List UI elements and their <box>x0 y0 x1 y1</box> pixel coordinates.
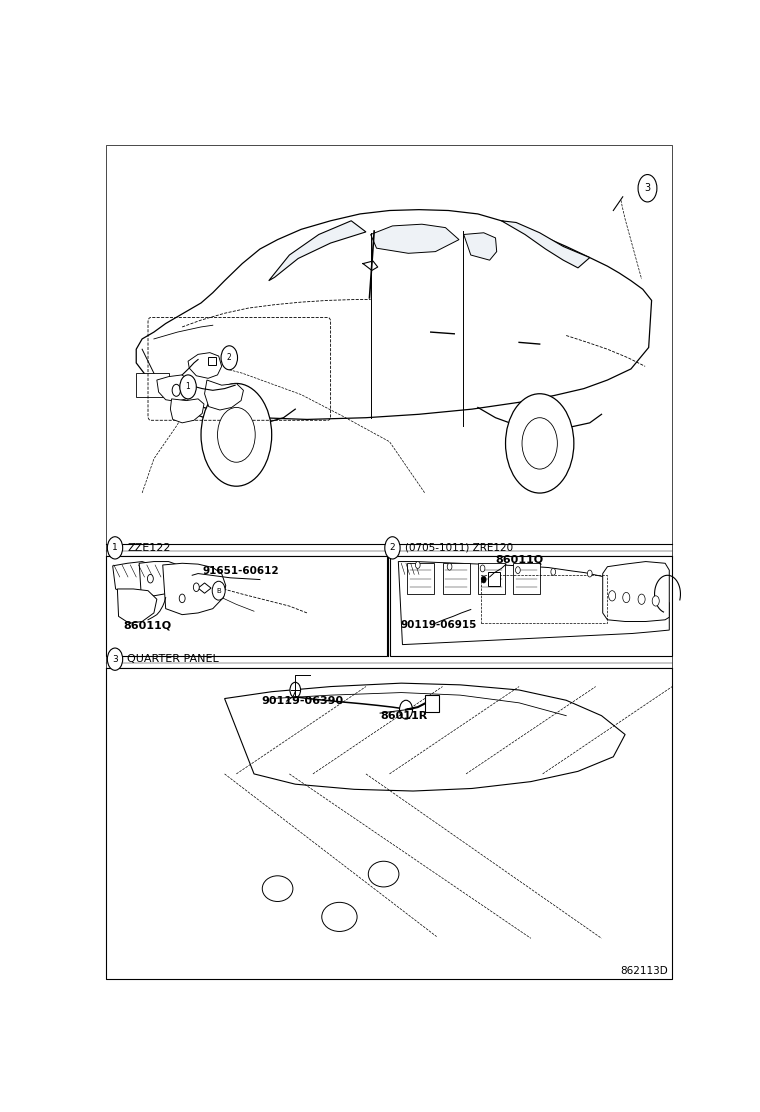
Text: 2: 2 <box>227 354 232 363</box>
Bar <box>136 374 169 397</box>
FancyBboxPatch shape <box>106 556 387 656</box>
Text: 3: 3 <box>644 183 651 193</box>
Polygon shape <box>204 380 243 410</box>
Circle shape <box>480 565 485 572</box>
Circle shape <box>193 583 199 592</box>
Polygon shape <box>157 375 191 401</box>
Ellipse shape <box>321 902 357 932</box>
Circle shape <box>217 407 255 463</box>
Polygon shape <box>225 683 625 791</box>
Text: 91651-60612: 91651-60612 <box>203 566 280 576</box>
Circle shape <box>638 175 657 202</box>
Circle shape <box>107 537 122 559</box>
Polygon shape <box>603 562 670 622</box>
Circle shape <box>551 568 556 575</box>
Polygon shape <box>139 562 185 596</box>
Text: 86011Q: 86011Q <box>123 620 172 631</box>
Circle shape <box>221 346 238 370</box>
Bar <box>489 572 500 586</box>
Polygon shape <box>407 564 434 594</box>
Text: QUARTER PANEL: QUARTER PANEL <box>128 654 219 664</box>
Circle shape <box>587 570 592 577</box>
Text: 3: 3 <box>112 655 118 664</box>
Polygon shape <box>170 399 204 423</box>
Polygon shape <box>117 589 157 623</box>
Text: 86011R: 86011R <box>381 711 428 721</box>
Text: (0705-1011) ZRE120: (0705-1011) ZRE120 <box>405 543 513 553</box>
Text: 90119-06915: 90119-06915 <box>400 619 477 629</box>
Text: 1: 1 <box>112 544 118 553</box>
Circle shape <box>609 590 616 600</box>
Polygon shape <box>112 562 157 594</box>
Circle shape <box>385 537 400 559</box>
Circle shape <box>515 567 521 574</box>
Ellipse shape <box>369 861 399 887</box>
Polygon shape <box>136 210 651 419</box>
Text: 1: 1 <box>185 383 191 391</box>
Text: PARTSOU  .COM: PARTSOU .COM <box>144 573 635 627</box>
Circle shape <box>481 576 486 583</box>
Polygon shape <box>502 221 590 268</box>
Circle shape <box>652 596 659 606</box>
Text: B: B <box>217 587 221 594</box>
Circle shape <box>638 594 645 605</box>
Polygon shape <box>398 562 670 645</box>
Polygon shape <box>464 232 497 260</box>
Text: 90119-06390: 90119-06390 <box>261 696 344 706</box>
Text: ZZE122: ZZE122 <box>128 543 171 553</box>
Circle shape <box>179 594 185 603</box>
Polygon shape <box>198 583 211 593</box>
Circle shape <box>147 575 154 583</box>
Circle shape <box>107 648 122 671</box>
Circle shape <box>290 683 300 697</box>
Polygon shape <box>269 221 366 280</box>
Circle shape <box>622 593 630 603</box>
Polygon shape <box>188 353 222 378</box>
Text: 86011Q: 86011Q <box>496 554 543 564</box>
Bar <box>208 357 217 365</box>
Polygon shape <box>442 564 470 594</box>
Polygon shape <box>478 564 505 594</box>
Circle shape <box>416 562 420 568</box>
Circle shape <box>447 564 452 570</box>
Circle shape <box>173 385 180 396</box>
Bar <box>425 695 439 713</box>
Circle shape <box>505 394 574 493</box>
Circle shape <box>522 418 557 469</box>
FancyBboxPatch shape <box>106 667 673 980</box>
Circle shape <box>201 384 272 486</box>
Ellipse shape <box>262 876 293 902</box>
Polygon shape <box>513 564 540 594</box>
Circle shape <box>180 375 196 399</box>
Text: 2: 2 <box>390 544 395 553</box>
Polygon shape <box>163 564 226 615</box>
Text: 862113D: 862113D <box>619 966 667 976</box>
Circle shape <box>400 701 413 719</box>
Polygon shape <box>371 225 459 254</box>
Circle shape <box>212 582 225 600</box>
FancyBboxPatch shape <box>389 556 673 656</box>
